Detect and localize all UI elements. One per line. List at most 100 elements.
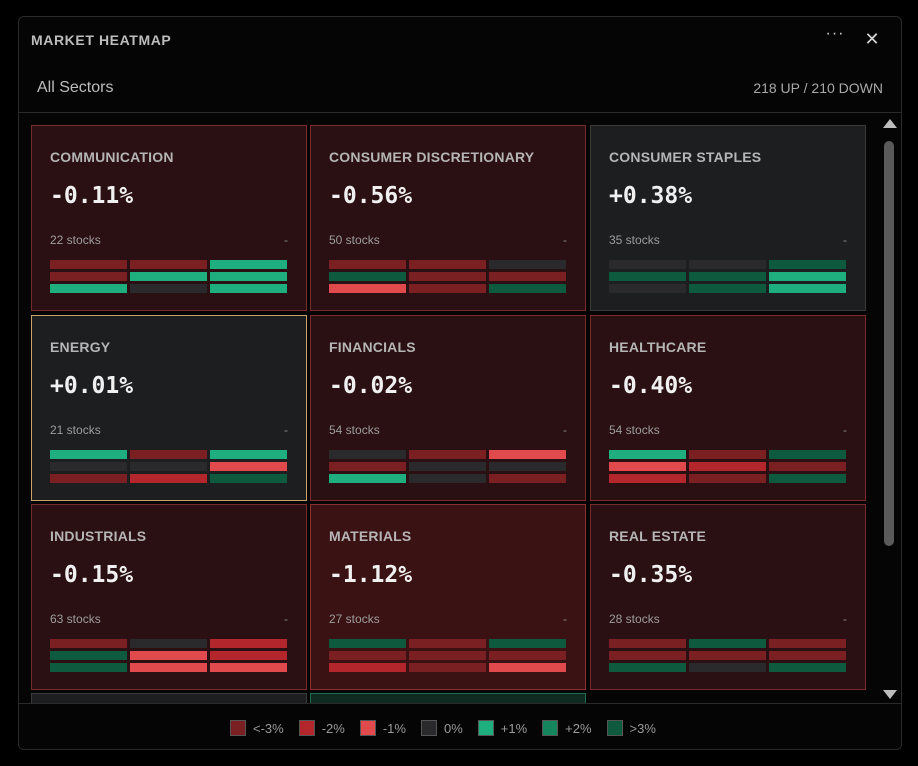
sector-name: MATERIALS: [329, 528, 412, 544]
legend-swatch: [230, 720, 246, 736]
sector-tile-consumer-staples[interactable]: CONSUMER STAPLES +0.38% 35 stocks -: [590, 125, 866, 311]
legend-swatch: [359, 720, 376, 736]
sector-trend: -: [284, 233, 288, 247]
sector-trend: -: [563, 423, 567, 437]
stock-bars: [50, 450, 289, 483]
sector-change-percent: +0.01%: [50, 373, 134, 399]
color-legend: <-3% -2% -1% 0% +1% +2% >3%: [19, 703, 901, 749]
stock-bar: [769, 462, 846, 471]
stock-bar: [210, 639, 287, 648]
sector-name: CONSUMER DISCRETIONARY: [329, 149, 535, 165]
stock-bar: [329, 462, 406, 471]
legend-label: >3%: [629, 720, 656, 736]
sector-stock-count: 35 stocks: [609, 233, 660, 247]
stock-bar: [769, 639, 846, 648]
stock-bar: [210, 462, 287, 471]
stock-bar: [609, 663, 686, 672]
more-options-icon[interactable]: ···: [825, 25, 845, 42]
stock-bar: [689, 284, 766, 293]
stock-bar: [489, 284, 566, 293]
legend-swatch: [298, 720, 315, 736]
stock-bar: [609, 450, 686, 459]
legend-label: <-3%: [253, 720, 284, 736]
stock-bar: [210, 474, 287, 483]
stock-bar: [489, 462, 566, 471]
stock-bar: [210, 260, 287, 269]
sector-trend: -: [284, 423, 288, 437]
stock-bar: [50, 462, 127, 471]
sector-name: CONSUMER STAPLES: [609, 149, 762, 165]
scrollbar[interactable]: [881, 117, 897, 701]
sector-stock-count: 54 stocks: [329, 423, 380, 437]
sector-name: COMMUNICATION: [50, 149, 174, 165]
legend-label: +1%: [500, 720, 528, 736]
stock-bar: [130, 663, 207, 672]
sector-tile-real-estate[interactable]: REAL ESTATE -0.35% 28 stocks -: [590, 504, 866, 690]
sector-name: FINANCIALS: [329, 339, 416, 355]
sector-trend: -: [563, 612, 567, 626]
legend-swatch: [606, 720, 623, 736]
stock-bar: [210, 284, 287, 293]
stock-bar: [409, 663, 486, 672]
legend-swatch: [477, 720, 494, 736]
title-bar: MARKET HEATMAP ··· ✕: [19, 17, 901, 63]
legend-label: -2%: [321, 720, 345, 736]
scroll-up-arrow-icon[interactable]: [883, 119, 897, 128]
stock-bar: [409, 474, 486, 483]
stock-bar: [489, 663, 566, 672]
stock-bar: [329, 474, 406, 483]
stock-bar: [210, 663, 287, 672]
sector-stock-count: 50 stocks: [329, 233, 380, 247]
stock-bar: [329, 663, 406, 672]
stock-bar: [609, 651, 686, 660]
sector-stock-count: 54 stocks: [609, 423, 660, 437]
stock-bar: [689, 474, 766, 483]
scrollbar-thumb[interactable]: [884, 141, 894, 546]
stock-bar: [210, 450, 287, 459]
stock-bar: [689, 651, 766, 660]
scroll-down-arrow-icon[interactable]: [883, 690, 897, 699]
sector-tile-industrials[interactable]: INDUSTRIALS -0.15% 63 stocks -: [31, 504, 307, 690]
stock-bar: [210, 651, 287, 660]
sector-tile-partial[interactable]: [310, 693, 586, 703]
stock-bar: [689, 462, 766, 471]
stock-bar: [489, 272, 566, 281]
advance-decline-summary: 218 UP / 210 DOWN: [753, 80, 883, 96]
legend-item: +2%: [542, 720, 592, 736]
stock-bar: [489, 474, 566, 483]
sector-name: REAL ESTATE: [609, 528, 707, 544]
sector-trend: -: [563, 233, 567, 247]
close-icon[interactable]: ✕: [864, 29, 880, 49]
stock-bar: [409, 462, 486, 471]
sector-filter-dropdown[interactable]: All Sectors: [37, 79, 114, 96]
sector-tile-partial[interactable]: [31, 693, 307, 703]
sector-tile-financials[interactable]: FINANCIALS -0.02% 54 stocks -: [310, 315, 586, 501]
sector-stock-count: 63 stocks: [50, 612, 101, 626]
legend-item: +1%: [477, 720, 528, 736]
stock-bar: [609, 639, 686, 648]
stock-bar: [409, 284, 486, 293]
sector-tile-healthcare[interactable]: HEALTHCARE -0.40% 54 stocks -: [590, 315, 866, 501]
stock-bar: [409, 639, 486, 648]
sector-change-percent: -0.11%: [50, 183, 134, 209]
sector-tile-consumer-discretionary[interactable]: CONSUMER DISCRETIONARY -0.56% 50 stocks -: [310, 125, 586, 311]
stock-bar: [609, 462, 686, 471]
sector-tile-materials[interactable]: MATERIALS -1.12% 27 stocks -: [310, 504, 586, 690]
stock-bars: [329, 260, 568, 293]
stock-bar: [689, 260, 766, 269]
stock-bar: [130, 450, 207, 459]
stock-bars: [50, 639, 289, 672]
legend-swatch: [420, 720, 437, 736]
stock-bars: [609, 450, 848, 483]
stock-bar: [50, 272, 127, 281]
stock-bar: [609, 284, 686, 293]
stock-bar: [50, 474, 127, 483]
sector-change-percent: -0.40%: [609, 373, 693, 399]
sector-tile-communication[interactable]: COMMUNICATION -0.11% 22 stocks -: [31, 125, 307, 311]
sector-trend: -: [843, 233, 847, 247]
sector-tile-energy[interactable]: ENERGY +0.01% 21 stocks -: [31, 315, 307, 501]
sector-change-percent: -1.12%: [329, 562, 413, 588]
stock-bar: [409, 651, 486, 660]
stock-bar: [609, 272, 686, 281]
legend-item: -1%: [359, 720, 406, 736]
